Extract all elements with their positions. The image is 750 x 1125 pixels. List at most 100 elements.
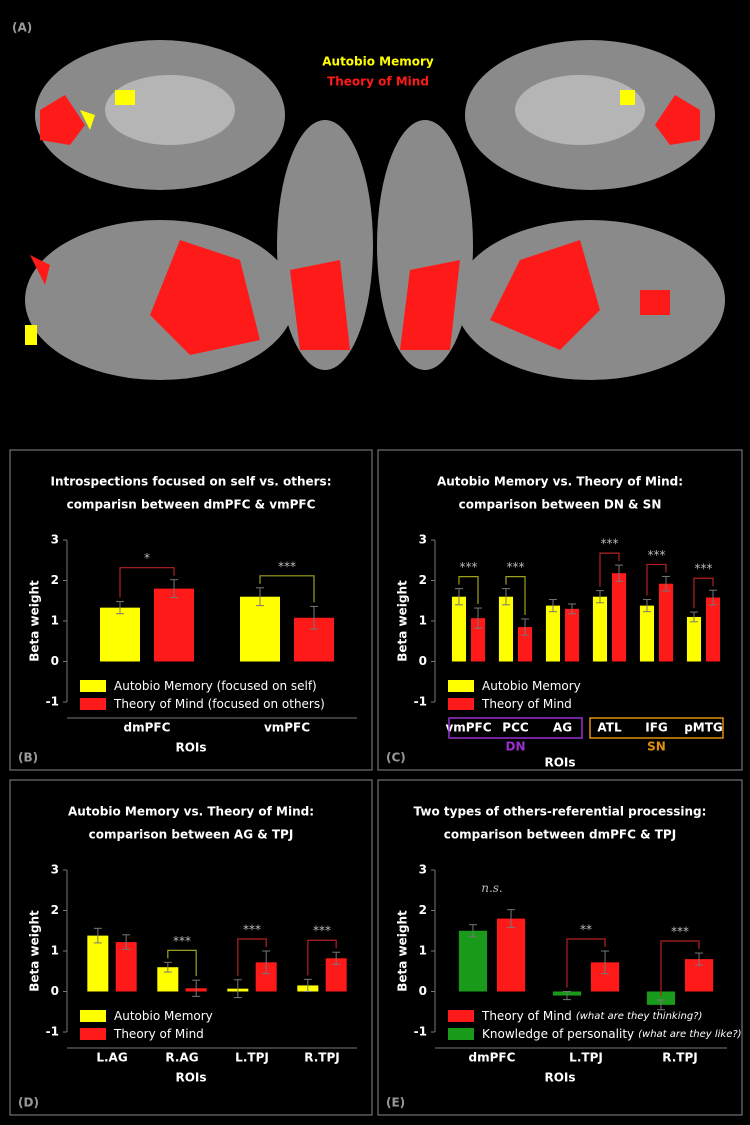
- bar: [325, 958, 347, 992]
- y-tick-label: 2: [51, 573, 59, 587]
- legend-name: Theory of Mind (focused on others): [113, 697, 325, 711]
- activation-red: [30, 95, 260, 355]
- legend-label: Theory of Mind (what are they thinking?): [481, 1009, 702, 1023]
- bar: [115, 942, 137, 992]
- significance-bracket: [237, 938, 267, 976]
- significance-bracket: [458, 576, 479, 605]
- x-tick-label: dmPFC: [124, 721, 171, 735]
- group-box: [448, 717, 583, 739]
- chart-title: Autobio Memory vs. Theory of Mind:: [437, 475, 683, 489]
- significance-bracket: [660, 940, 700, 997]
- legend-note: (what are they like?): [638, 1029, 741, 1040]
- x-tick-label: L.AG: [96, 1051, 127, 1065]
- brain-medial-inner: [105, 75, 235, 145]
- x-tick-label: ATL: [597, 721, 622, 735]
- significance-bracket: [599, 552, 620, 587]
- y-tick-label: -1: [414, 1025, 427, 1039]
- y-tick-label: 0: [51, 654, 59, 668]
- significance-label: n.s.: [481, 881, 503, 895]
- significance-label: ***: [173, 934, 191, 948]
- y-axis-label: Beta weight: [396, 580, 410, 662]
- panel-label: (B): [18, 751, 38, 765]
- legend-swatch: [448, 1028, 474, 1040]
- bar: [545, 605, 561, 662]
- x-tick-label: AG: [553, 721, 572, 735]
- significance-label: ***: [460, 560, 478, 574]
- significance-bracket: [307, 939, 337, 976]
- legend-label: Autobio Memory: [482, 679, 581, 693]
- legend-swatch: [80, 680, 106, 692]
- y-tick-label: -1: [414, 695, 427, 709]
- panel-label: (E): [386, 1096, 405, 1110]
- legend-label: Theory of Mind (focused on others): [113, 697, 325, 711]
- panel-label: (A): [12, 21, 32, 35]
- significance-bracket: [505, 576, 526, 615]
- significance-label: ***: [313, 924, 331, 938]
- legend-swatch: [448, 1010, 474, 1022]
- bar: [611, 573, 627, 662]
- x-tick-label: R.AG: [165, 1051, 198, 1065]
- activation-yellow: [25, 90, 635, 345]
- significance-bracket: [167, 949, 197, 977]
- significance-label: ***: [278, 559, 296, 573]
- legend-note: (what are they thinking?): [576, 1011, 703, 1022]
- y-axis-label: Beta weight: [396, 910, 410, 992]
- y-axis-label: Beta weight: [28, 910, 42, 992]
- bar: [564, 608, 580, 662]
- legend-name: Theory of Mind: [481, 1009, 572, 1023]
- bar: [458, 930, 488, 992]
- legend-name: Theory of Mind: [481, 697, 572, 711]
- bar: [686, 616, 702, 662]
- x-axis-label: ROIs: [175, 741, 206, 755]
- y-tick-label: 0: [419, 654, 427, 668]
- legend-swatch: [80, 698, 106, 710]
- bar: [451, 596, 467, 662]
- y-tick-label: -1: [46, 1025, 59, 1039]
- x-tick-label: PCC: [502, 721, 529, 735]
- significance-bracket: [259, 575, 315, 603]
- legend-swatch: [80, 1028, 106, 1040]
- panel-border: [377, 449, 743, 771]
- bar: [517, 627, 533, 662]
- legend-label: Autobio Memory: [114, 1009, 213, 1023]
- x-tick-label: R.TPJ: [662, 1051, 697, 1065]
- y-tick-label: 1: [51, 944, 59, 958]
- x-axis-label: ROIs: [175, 1071, 206, 1085]
- legend-swatch: [448, 680, 474, 692]
- activation-red: [290, 260, 460, 350]
- y-tick-label: 2: [419, 903, 427, 917]
- panel-label: (D): [18, 1096, 39, 1110]
- x-tick-label: R.TPJ: [304, 1051, 339, 1065]
- legend-name: Autobio Memory: [482, 679, 581, 693]
- bar: [154, 588, 194, 662]
- y-tick-label: 1: [419, 944, 427, 958]
- bar: [639, 605, 655, 662]
- x-tick-label: IFG: [645, 721, 668, 735]
- legend-label: Theory of Mind: [327, 75, 429, 89]
- x-tick-label: dmPFC: [469, 1051, 516, 1065]
- x-tick-label: L.TPJ: [235, 1051, 269, 1065]
- group-label: DN: [505, 740, 525, 754]
- significance-bracket: [119, 567, 175, 598]
- legend-name: Autobio Memory (focused on self): [114, 679, 317, 693]
- bar: [240, 596, 280, 662]
- significance-label: ***: [648, 548, 666, 562]
- chart-title: Autobio Memory vs. Theory of Mind:: [68, 805, 314, 819]
- legend-label: Autobio Memory (focused on self): [114, 679, 317, 693]
- y-tick-label: 0: [419, 984, 427, 998]
- group-box: [589, 717, 724, 739]
- bar: [496, 918, 526, 992]
- legend-name: Autobio Memory: [114, 1009, 213, 1023]
- group-label: SN: [647, 740, 666, 754]
- bar: [658, 583, 674, 662]
- significance-label: ***: [695, 562, 713, 576]
- x-tick-label: pMTG: [684, 721, 723, 735]
- significance-bracket: [693, 577, 714, 609]
- y-tick-label: 3: [419, 863, 427, 877]
- bar: [498, 596, 514, 662]
- significance-label: **: [580, 923, 592, 937]
- bar: [255, 962, 277, 992]
- y-tick-label: 2: [51, 903, 59, 917]
